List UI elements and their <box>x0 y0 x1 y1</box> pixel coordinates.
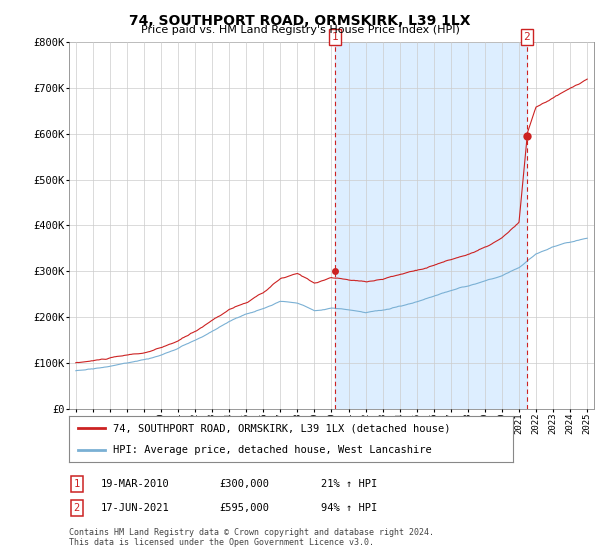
Text: 94% ↑ HPI: 94% ↑ HPI <box>321 503 377 513</box>
Text: HPI: Average price, detached house, West Lancashire: HPI: Average price, detached house, West… <box>113 445 432 455</box>
Text: Price paid vs. HM Land Registry's House Price Index (HPI): Price paid vs. HM Land Registry's House … <box>140 25 460 35</box>
Text: 2: 2 <box>74 503 80 513</box>
Text: 74, SOUTHPORT ROAD, ORMSKIRK, L39 1LX (detached house): 74, SOUTHPORT ROAD, ORMSKIRK, L39 1LX (d… <box>113 423 451 433</box>
Text: 2: 2 <box>523 32 530 42</box>
Text: 17-JUN-2021: 17-JUN-2021 <box>101 503 170 513</box>
Text: 1: 1 <box>332 32 338 42</box>
Text: 74, SOUTHPORT ROAD, ORMSKIRK, L39 1LX: 74, SOUTHPORT ROAD, ORMSKIRK, L39 1LX <box>129 14 471 28</box>
Bar <box>335 42 527 409</box>
Text: 19-MAR-2010: 19-MAR-2010 <box>101 479 170 489</box>
Text: Contains HM Land Registry data © Crown copyright and database right 2024.
This d: Contains HM Land Registry data © Crown c… <box>69 528 434 547</box>
Text: £300,000: £300,000 <box>219 479 269 489</box>
Text: £595,000: £595,000 <box>219 503 269 513</box>
Text: 1: 1 <box>74 479 80 489</box>
Text: 21% ↑ HPI: 21% ↑ HPI <box>321 479 377 489</box>
